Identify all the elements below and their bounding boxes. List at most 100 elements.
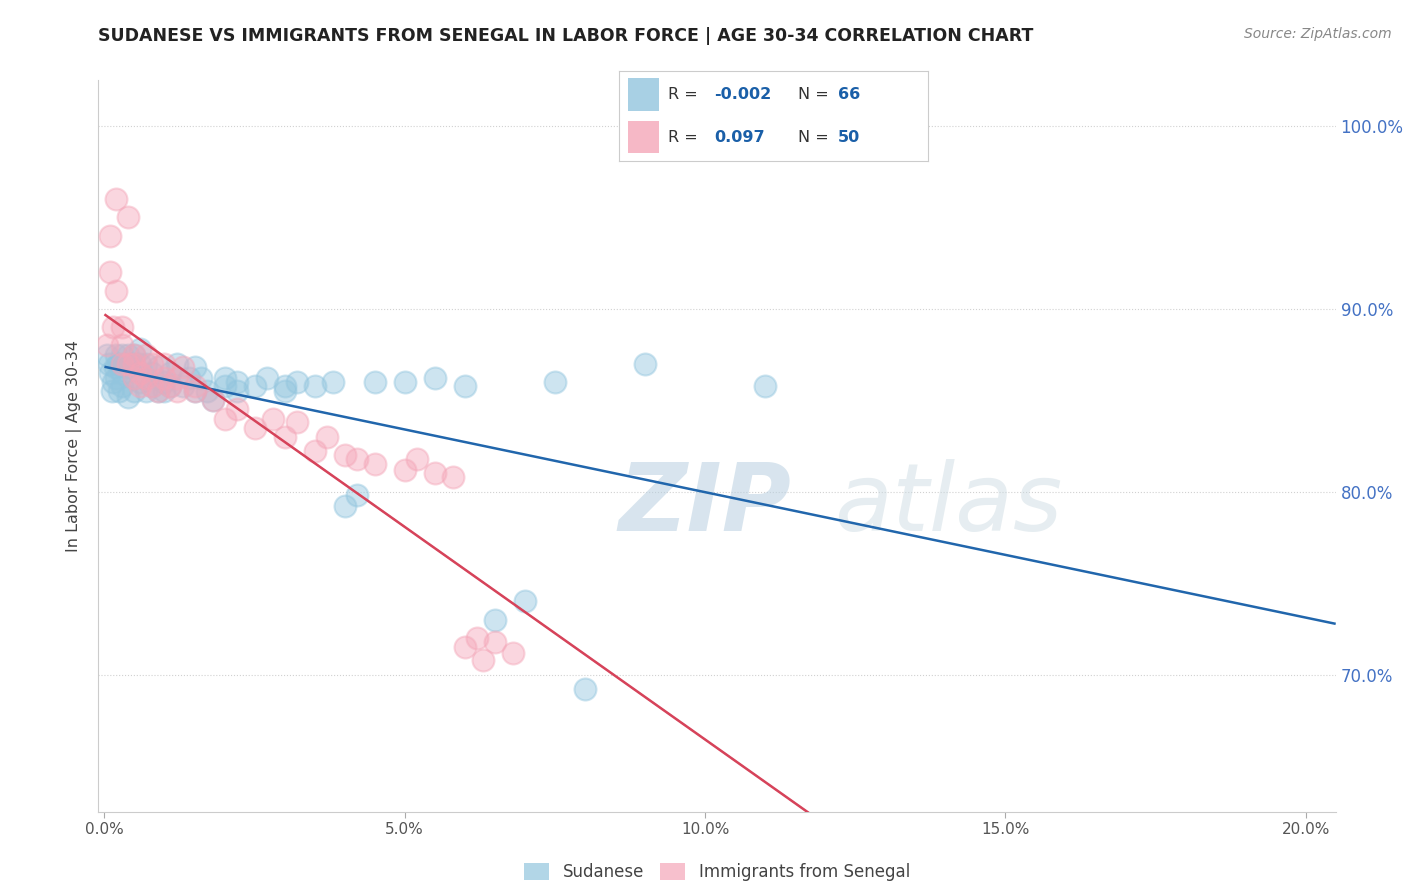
Point <box>111 320 134 334</box>
Point <box>129 357 152 371</box>
Bar <box>628 78 659 111</box>
Point <box>96 347 118 362</box>
Point <box>166 371 188 385</box>
Point <box>225 402 247 417</box>
Point <box>574 682 596 697</box>
Text: R =: R = <box>668 130 697 145</box>
Text: 66: 66 <box>838 87 860 102</box>
Point <box>262 411 284 425</box>
Point <box>148 384 170 399</box>
Point <box>172 378 194 392</box>
Point <box>124 371 146 385</box>
Point <box>111 338 134 352</box>
Point <box>754 378 776 392</box>
Point <box>423 467 446 481</box>
Point <box>285 375 308 389</box>
Point <box>273 430 295 444</box>
Point <box>141 378 163 392</box>
Point <box>214 378 236 392</box>
Point <box>225 384 247 399</box>
Point <box>129 375 152 389</box>
Point <box>141 357 163 371</box>
Point <box>394 463 416 477</box>
Point <box>346 451 368 466</box>
Point <box>484 634 506 648</box>
Point <box>129 378 152 392</box>
Point <box>117 211 139 225</box>
Point <box>148 384 170 399</box>
Text: ZIP: ZIP <box>619 458 792 550</box>
Point <box>124 347 146 362</box>
Point <box>322 375 344 389</box>
Point <box>502 646 524 660</box>
Point <box>117 357 139 371</box>
Point <box>124 371 146 385</box>
Point <box>153 371 176 385</box>
Point <box>117 390 139 404</box>
Point <box>103 320 125 334</box>
Point <box>183 384 205 399</box>
Text: Source: ZipAtlas.com: Source: ZipAtlas.com <box>1244 27 1392 41</box>
Point <box>304 378 326 392</box>
Text: N =: N = <box>799 87 828 102</box>
Point <box>201 393 224 408</box>
Point <box>285 415 308 429</box>
Point <box>195 384 218 399</box>
Point <box>333 448 356 462</box>
Point <box>471 653 494 667</box>
Point <box>148 360 170 375</box>
Point <box>273 384 295 399</box>
Point <box>159 378 181 392</box>
Point <box>634 357 657 371</box>
Point <box>135 357 157 371</box>
Point <box>304 444 326 458</box>
Point <box>159 366 181 380</box>
Point <box>141 378 163 392</box>
Point <box>544 375 567 389</box>
Point <box>201 393 224 408</box>
Point <box>214 371 236 385</box>
Point <box>100 366 122 380</box>
Point <box>105 371 128 385</box>
Point <box>166 384 188 399</box>
Point <box>111 366 134 380</box>
Point <box>100 265 122 279</box>
Point <box>405 451 427 466</box>
Point <box>129 342 152 356</box>
Point <box>364 458 387 472</box>
Point <box>135 371 157 385</box>
Point <box>108 384 131 399</box>
Point <box>225 375 247 389</box>
Text: SUDANESE VS IMMIGRANTS FROM SENEGAL IN LABOR FORCE | AGE 30-34 CORRELATION CHART: SUDANESE VS IMMIGRANTS FROM SENEGAL IN L… <box>98 27 1033 45</box>
Point <box>105 284 128 298</box>
Point <box>159 378 181 392</box>
Point <box>346 488 368 502</box>
Point <box>441 470 464 484</box>
Point <box>333 500 356 514</box>
Point <box>103 375 125 389</box>
Point <box>117 347 139 362</box>
Text: atlas: atlas <box>835 459 1063 550</box>
Point <box>172 360 194 375</box>
Point <box>465 631 488 645</box>
Point <box>135 384 157 399</box>
Bar <box>628 121 659 153</box>
Point <box>111 378 134 392</box>
Point <box>105 192 128 206</box>
Point <box>100 228 122 243</box>
Point <box>214 411 236 425</box>
Point <box>111 347 134 362</box>
Y-axis label: In Labor Force | Age 30-34: In Labor Force | Age 30-34 <box>66 340 83 552</box>
Point <box>135 347 157 362</box>
Point <box>177 371 200 385</box>
Legend: Sudanese, Immigrants from Senegal: Sudanese, Immigrants from Senegal <box>517 856 917 888</box>
Text: 50: 50 <box>838 130 860 145</box>
Point <box>124 347 146 362</box>
Point <box>129 366 152 380</box>
Point <box>315 430 337 444</box>
Point <box>243 378 266 392</box>
Point <box>107 357 129 371</box>
Point <box>183 378 205 392</box>
Point <box>256 371 278 385</box>
Point <box>394 375 416 389</box>
